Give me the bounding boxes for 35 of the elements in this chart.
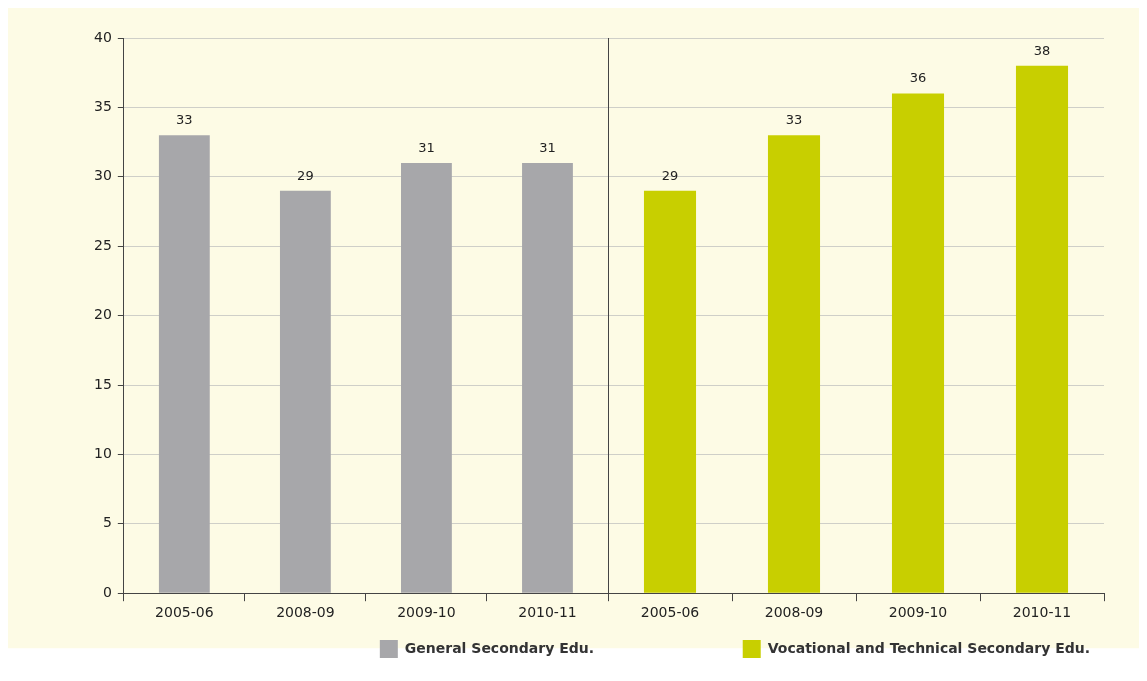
- data-label: 36: [909, 70, 927, 86]
- bar: [279, 190, 331, 593]
- y-tick-label: 15: [93, 375, 112, 392]
- legend-label: General Secondary Edu.: [404, 639, 595, 656]
- x-tick-label: 2005-06: [640, 604, 700, 621]
- x-tick-label: 2005-06: [155, 604, 214, 621]
- bar: [158, 135, 210, 593]
- data-label: 31: [539, 139, 556, 155]
- x-tick-label: 2009-10: [397, 604, 456, 621]
- bar: [891, 93, 945, 593]
- y-tick-label: 10: [93, 445, 112, 462]
- data-label: 38: [1033, 42, 1051, 58]
- bar: [401, 162, 452, 593]
- bar: [643, 190, 697, 593]
- data-label: 31: [418, 139, 435, 155]
- y-tick-label: 20: [93, 306, 112, 323]
- bar: [1015, 65, 1069, 593]
- data-label: 33: [176, 112, 193, 128]
- data-label: 33: [785, 112, 803, 128]
- bar: [767, 135, 821, 593]
- x-tick-label: 2008-09: [276, 604, 335, 621]
- y-tick-label: 30: [93, 167, 112, 184]
- x-tick-label: 2008-09: [764, 604, 824, 621]
- y-tick-label: 25: [93, 236, 112, 253]
- legend-label: Vocational and Technical Secondary Edu.: [767, 639, 1090, 656]
- y-tick-label: 0: [102, 583, 112, 600]
- x-tick-label: 2009-10: [888, 604, 948, 621]
- y-tick-label: 40: [93, 28, 112, 45]
- data-label: 29: [297, 167, 314, 183]
- y-tick-label: 35: [93, 98, 112, 115]
- y-tick-label: 5: [102, 514, 112, 531]
- x-tick-label: 2010-11: [1012, 604, 1072, 621]
- data-label: 29: [661, 167, 679, 183]
- x-tick-label: 2010-11: [518, 604, 577, 621]
- bar: [522, 162, 573, 593]
